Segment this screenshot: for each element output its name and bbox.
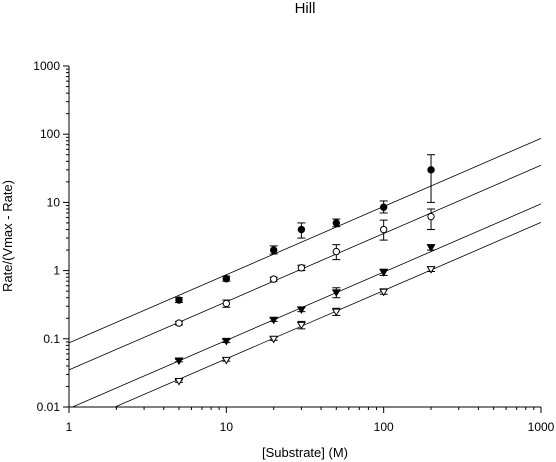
data-point-series-2 xyxy=(379,225,388,234)
fit-line-series-3 xyxy=(72,203,542,408)
data-point-series-2 xyxy=(297,264,306,272)
data-points xyxy=(174,166,436,386)
data-point-series-1 xyxy=(222,275,231,283)
data-point-series-1 xyxy=(332,219,341,227)
data-point-series-4 xyxy=(269,335,279,344)
y-tick-label: 1000 xyxy=(33,59,60,73)
data-point-series-1 xyxy=(269,246,278,254)
y-tick-label: 10 xyxy=(47,195,61,209)
data-point-series-3 xyxy=(221,337,231,346)
data-point-series-1 xyxy=(297,225,306,234)
data-point-series-2 xyxy=(269,275,278,283)
data-point-series-4 xyxy=(296,321,306,330)
data-point-series-4 xyxy=(379,288,389,297)
data-point-series-2 xyxy=(175,319,183,327)
y-tick-label: 100 xyxy=(40,127,60,141)
x-tick-label: 10 xyxy=(220,420,234,434)
data-point-series-3 xyxy=(174,357,184,366)
chart-title: Hill xyxy=(295,0,316,17)
x-tick-label: 1 xyxy=(66,420,73,434)
fit-line-series-4 xyxy=(114,221,542,408)
fit-line-series-1 xyxy=(68,137,542,344)
x-axis-label: [Substrate] (M) xyxy=(262,445,348,460)
data-point-series-3 xyxy=(296,306,306,314)
y-axis-label: Rate/(Vmax - Rate) xyxy=(0,180,15,292)
axes: 1 10 100 1000 0.01 0.1 1 10 100 1000 xyxy=(33,59,554,434)
data-point-series-2 xyxy=(332,247,341,256)
y-tick-label: 0.1 xyxy=(43,332,60,346)
data-point-series-4 xyxy=(174,378,184,386)
y-tick-label: 1 xyxy=(53,264,60,278)
data-point-series-3 xyxy=(426,244,436,252)
data-point-series-1 xyxy=(175,296,183,304)
data-point-series-1 xyxy=(379,203,388,211)
data-point-series-1 xyxy=(427,166,435,174)
data-point-series-2 xyxy=(427,212,435,221)
fit-lines xyxy=(68,137,542,408)
data-point-series-4 xyxy=(426,266,436,274)
data-point-series-3 xyxy=(269,316,279,325)
data-point-series-4 xyxy=(331,308,341,317)
y-tick-label: 0.01 xyxy=(37,400,61,414)
x-tick-label: 1000 xyxy=(528,420,555,434)
x-tick-label: 100 xyxy=(374,420,394,434)
data-point-series-3 xyxy=(379,269,389,277)
data-point-series-4 xyxy=(221,356,231,365)
data-point-series-2 xyxy=(222,299,231,308)
data-point-series-3 xyxy=(331,289,341,297)
